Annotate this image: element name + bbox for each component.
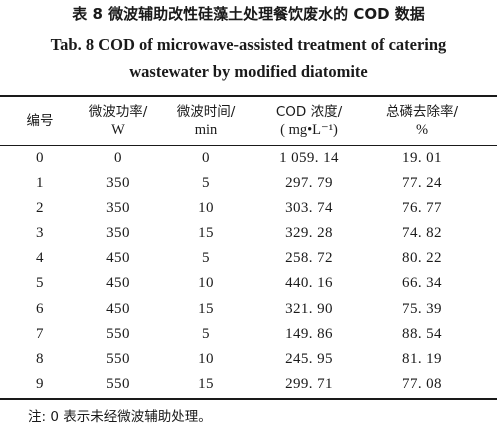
cell-sample-number: 7 — [36, 325, 44, 342]
cell-phosphorus-removal: 76. 77 — [402, 200, 442, 217]
cell-cod-concentration: 440. 16 — [285, 275, 333, 292]
header-microwave-power: 微波功率/ W — [76, 101, 160, 141]
table-header-rule — [0, 145, 497, 146]
table-row: 1 350 5 297. 79 77. 24 — [0, 171, 497, 196]
cell-microwave-time: 10 — [198, 350, 214, 367]
cell-microwave-time: 5 — [202, 325, 210, 342]
cell-sample-number: 8 — [36, 350, 44, 367]
cell-cod-concentration: 149. 86 — [285, 325, 333, 342]
table-row: 2 350 10 303. 74 76. 77 — [0, 196, 497, 221]
table-row: 7 550 5 149. 86 88. 54 — [0, 322, 497, 347]
cell-microwave-power: 550 — [106, 325, 130, 342]
cell-phosphorus-removal: 80. 22 — [402, 250, 442, 267]
header-phosphorus-removal-label: 总磷去除率/ — [385, 104, 459, 120]
cell-sample-number: 4 — [36, 250, 44, 267]
cell-sample-number: 2 — [36, 200, 44, 217]
cell-microwave-power: 450 — [106, 300, 130, 317]
cell-phosphorus-removal: 66. 34 — [402, 275, 442, 292]
cell-phosphorus-removal: 81. 19 — [402, 350, 442, 367]
cell-microwave-power: 450 — [106, 275, 130, 292]
header-microwave-time-label: 微波时间/ — [176, 104, 236, 120]
header-cod-concentration: COD 浓度/ ( mg•L⁻¹) — [254, 101, 364, 141]
cell-cod-concentration: 303. 74 — [285, 200, 333, 217]
table-footnote: 注: 0 表示未经微波辅助处理。 — [28, 409, 212, 425]
table-top-rule — [0, 95, 497, 97]
cell-cod-concentration: 245. 95 — [285, 350, 333, 367]
cell-phosphorus-removal: 77. 08 — [402, 375, 442, 392]
cell-microwave-power: 350 — [106, 200, 130, 217]
table-caption-english-line-1: Tab. 8 COD of microwave-assisted treatme… — [50, 35, 447, 54]
header-sample-number: 编号 — [8, 101, 72, 141]
cell-microwave-time: 10 — [198, 275, 214, 292]
cell-phosphorus-removal: 77. 24 — [402, 175, 442, 192]
header-microwave-time-unit: min — [194, 122, 218, 138]
cell-sample-number: 1 — [36, 175, 44, 192]
cell-microwave-power: 0 — [114, 150, 122, 166]
cell-cod-concentration: 1 059. 14 — [279, 150, 339, 166]
header-cod-concentration-label: COD 浓度/ — [275, 104, 343, 120]
table-row: 0 0 0 1 059. 14 19. 01 — [0, 146, 497, 171]
header-phosphorus-removal: 总磷去除率/ % — [366, 101, 478, 141]
table-caption-chinese: 表 8 微波辅助改性硅藻土处理餐饮废水的 COD 数据 — [72, 5, 425, 23]
cell-cod-concentration: 297. 79 — [285, 175, 333, 192]
cell-microwave-time: 0 — [202, 150, 210, 166]
cell-sample-number: 0 — [36, 150, 44, 166]
header-microwave-time: 微波时间/ min — [164, 101, 248, 141]
table-bottom-rule — [0, 398, 497, 400]
table-row: 6 450 15 321. 90 75. 39 — [0, 297, 497, 322]
cell-cod-concentration: 329. 28 — [285, 225, 333, 242]
header-sample-number-label: 编号 — [26, 113, 54, 129]
table-row: 5 450 10 440. 16 66. 34 — [0, 271, 497, 296]
cell-microwave-time: 5 — [202, 250, 210, 267]
cell-phosphorus-removal: 88. 54 — [402, 325, 442, 342]
cell-sample-number: 3 — [36, 225, 44, 242]
header-phosphorus-removal-unit: % — [415, 122, 429, 138]
cell-phosphorus-removal: 75. 39 — [402, 300, 442, 317]
cell-cod-concentration: 299. 71 — [285, 375, 333, 392]
cell-microwave-power: 550 — [106, 350, 130, 367]
cell-microwave-power: 350 — [106, 175, 130, 192]
cell-sample-number: 6 — [36, 300, 44, 317]
table-row: 4 450 5 258. 72 80. 22 — [0, 246, 497, 271]
header-microwave-power-label: 微波功率/ — [88, 104, 148, 120]
cell-phosphorus-removal: 74. 82 — [402, 225, 442, 242]
cell-microwave-power: 350 — [106, 225, 130, 242]
cell-cod-concentration: 321. 90 — [285, 300, 333, 317]
table-caption-english-line-2: wastewater by modified diatomite — [129, 62, 368, 81]
cell-sample-number: 5 — [36, 275, 44, 292]
table-row: 9 550 15 299. 71 77. 08 — [0, 372, 497, 397]
cell-microwave-power: 550 — [106, 375, 130, 392]
cell-microwave-time: 15 — [198, 225, 214, 242]
cell-sample-number: 9 — [36, 375, 44, 392]
table-row: 3 350 15 329. 28 74. 82 — [0, 221, 497, 246]
header-microwave-power-unit: W — [111, 122, 125, 138]
cell-microwave-time: 10 — [198, 200, 214, 217]
cell-microwave-time: 5 — [202, 175, 210, 192]
cell-microwave-power: 450 — [106, 250, 130, 267]
table-row: 8 550 10 245. 95 81. 19 — [0, 347, 497, 372]
cell-microwave-time: 15 — [198, 375, 214, 392]
cell-cod-concentration: 258. 72 — [285, 250, 333, 267]
header-cod-concentration-unit: ( mg•L⁻¹) — [280, 122, 338, 138]
cell-microwave-time: 15 — [198, 300, 214, 317]
cell-phosphorus-removal: 19. 01 — [402, 150, 442, 166]
